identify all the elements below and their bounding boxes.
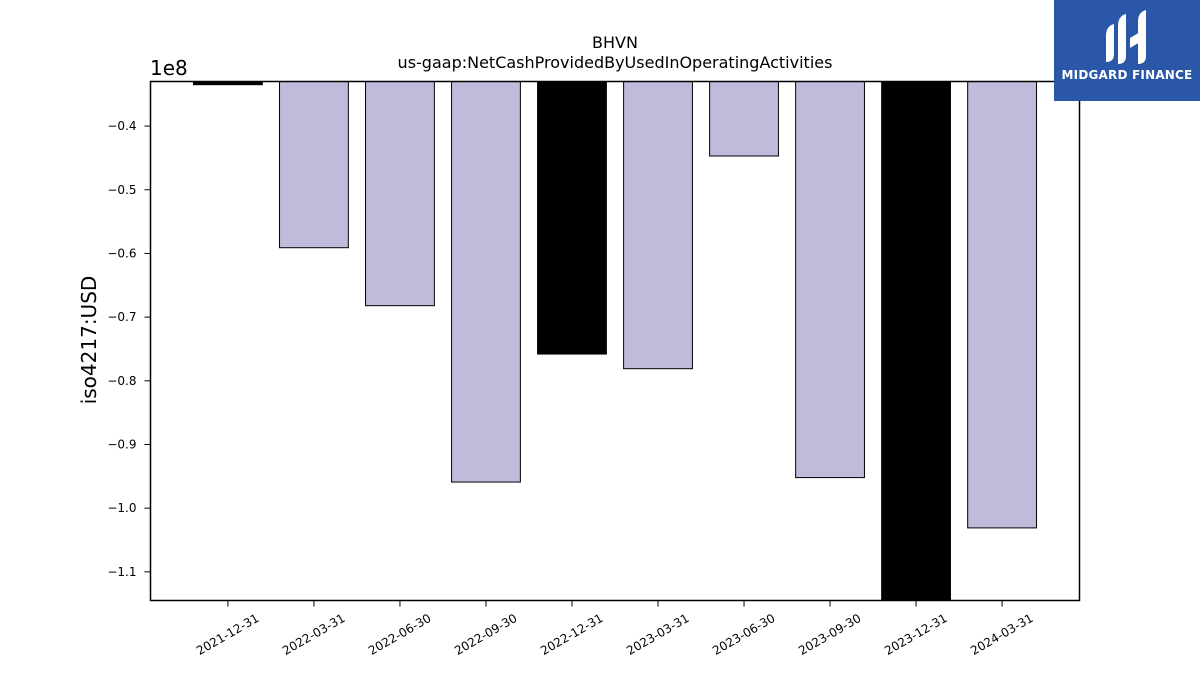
x-tick-label: 2021-12-31 — [194, 611, 261, 658]
y-tick-label: −0.9 — [107, 437, 136, 451]
y-tick-label: −1.1 — [107, 565, 136, 579]
midgard-finance-logo: MIDGARD FINANCE — [1054, 0, 1200, 101]
x-axis-ticks: 2021-12-31 2022-03-31 2022-06-30 2022-09-30… — [194, 600, 1036, 658]
y-tick-label: −0.8 — [107, 374, 136, 388]
bar-2022-09-30 — [451, 81, 521, 483]
x-tick-label: 2023-03-31 — [624, 611, 691, 658]
bar-2023-09-30 — [795, 81, 865, 479]
midgard-logo-mark-icon — [1106, 10, 1146, 64]
x-tick-label: 2024-03-31 — [968, 611, 1035, 658]
bar-2024-03-31 — [967, 81, 1037, 529]
chart-title: BHVN — [592, 33, 638, 52]
x-tick-label: 2022-09-30 — [452, 611, 519, 658]
bar-2022-12-31 — [537, 81, 607, 355]
y-tick-label: −0.5 — [107, 183, 136, 197]
x-tick-label: 2022-06-30 — [366, 611, 433, 658]
bar-2022-06-30 — [365, 81, 435, 307]
x-tick-label: 2023-06-30 — [710, 611, 777, 658]
y-tick-label: −1.0 — [107, 501, 136, 515]
x-tick-label: 2023-12-31 — [882, 611, 949, 658]
plot-frame — [149, 80, 1081, 602]
y-tick-label: −0.6 — [107, 246, 136, 260]
x-tick-label: 2023-09-30 — [796, 611, 863, 658]
x-tick-label: 2022-12-31 — [538, 611, 605, 658]
bar-2023-12-31 — [881, 81, 951, 601]
y-axis-ticks: −0.4 −0.5 −0.6 −0.7 −0.8 −0.9 −1.0 −1.1 — [107, 119, 151, 579]
bars-group — [193, 81, 1037, 601]
y-axis-label: iso4217:USD — [77, 276, 101, 405]
bar-2023-03-31 — [623, 81, 693, 370]
chart-subtitle: us-gaap:NetCashProvidedByUsedInOperating… — [398, 53, 833, 72]
logo-text: MIDGARD FINANCE — [1061, 68, 1193, 82]
x-tick-label: 2022-03-31 — [280, 611, 347, 658]
bar-2022-03-31 — [279, 81, 349, 249]
y-tick-label: −0.4 — [107, 119, 136, 133]
y-offset-label: 1e8 — [150, 56, 188, 80]
y-tick-label: −0.7 — [107, 310, 136, 324]
bar-2023-06-30 — [709, 81, 779, 157]
